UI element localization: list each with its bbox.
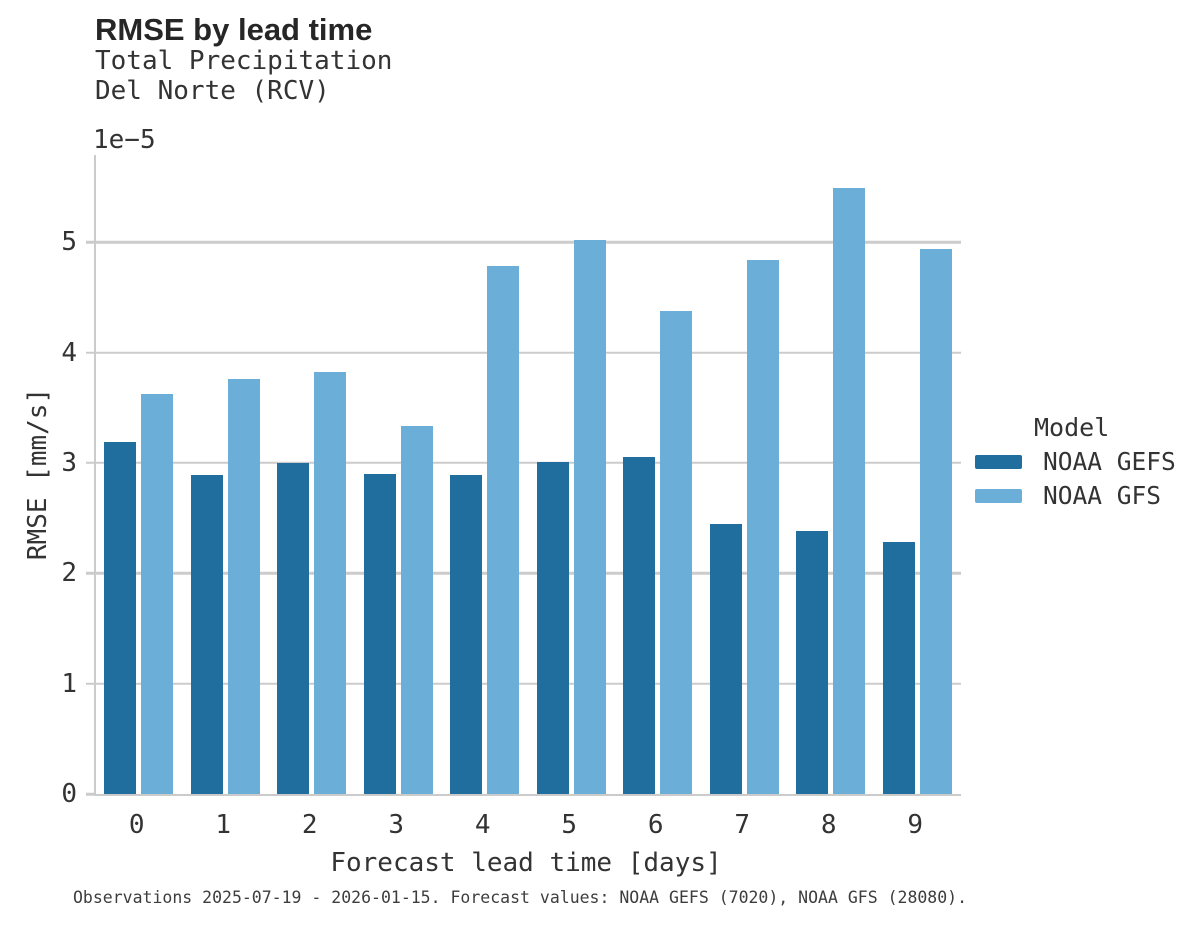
y-tick-mark-0 [85,792,94,796]
y-tick-mark-3 [85,461,94,465]
x-tick-label-1: 1 [215,810,232,840]
legend-swatch-noaa-gfs [975,488,1022,503]
x-tick-label-7: 7 [734,810,751,840]
chart-subtitle-region: Del Norte (RCV) [95,76,330,106]
bar-noaa-gfs-lead-8 [833,188,866,794]
bar-noaa-gfs-lead-5 [573,240,606,794]
y-axis-offset-text: 1e−5 [93,125,156,155]
legend-swatch-noaa-gefs [975,455,1022,469]
bar-noaa-gfs-lead-0 [141,394,174,794]
chart-title: RMSE by lead time [95,12,373,47]
bar-noaa-gfs-lead-3 [400,426,433,794]
x-axis-label: Forecast lead time [days] [330,848,722,878]
bar-noaa-gefs-lead-1 [190,475,223,794]
plot-area [85,155,961,796]
y-tick-mark-4 [85,351,94,354]
y-tick-mark-5 [85,240,94,244]
y-tick-label-5: 5 [61,227,77,258]
y-axis-label: RMSE [mm/s] [23,387,53,561]
bar-noaa-gefs-lead-2 [277,463,310,794]
bar-noaa-gfs-lead-1 [227,379,260,794]
x-tick-label-2: 2 [301,810,318,840]
chart-subtitle-variable: Total Precipitation [95,46,393,76]
bar-noaa-gefs-lead-3 [363,474,396,794]
bar-noaa-gefs-lead-5 [536,462,569,794]
y-tick-mark-1 [85,682,94,685]
y-tick-label-4: 4 [61,337,77,368]
bar-noaa-gefs-lead-7 [709,524,742,794]
bar-noaa-gfs-lead-7 [746,260,779,794]
x-tick-label-5: 5 [561,810,578,840]
y-tick-label-0: 0 [61,779,77,809]
gridline-y-5 [95,240,961,244]
gridline-y-1 [95,682,961,685]
bar-noaa-gefs-lead-4 [450,475,483,794]
gridline-y-4 [95,351,961,354]
x-tick-label-0: 0 [128,810,145,840]
bar-noaa-gfs-lead-4 [487,266,520,794]
x-tick-label-9: 9 [907,810,924,840]
bar-noaa-gefs-lead-8 [796,531,829,794]
x-tick-label-6: 6 [647,810,664,840]
gridline-y-2 [95,572,961,575]
gridline-y-3 [95,461,961,465]
bar-noaa-gefs-lead-9 [882,542,915,794]
y-tick-mark-2 [85,572,94,575]
bar-noaa-gfs-lead-6 [660,311,693,794]
y-tick-label-2: 2 [61,558,77,589]
y-tick-label-1: 1 [61,668,77,699]
bar-noaa-gfs-lead-2 [314,372,347,794]
chart-caption: Observations 2025-07-19 - 2026-01-15. Fo… [73,888,968,907]
x-tick-label-8: 8 [820,810,837,840]
y-tick-label-3: 3 [61,447,77,478]
legend-label-noaa-gfs: NOAA GFS [1043,480,1162,510]
bar-noaa-gfs-lead-9 [919,249,952,794]
x-tick-label-3: 3 [388,810,405,840]
legend-title: Model [1034,413,1110,442]
x-tick-label-4: 4 [474,810,491,840]
legend-label-noaa-gefs: NOAA GEFS [1043,447,1176,476]
bar-noaa-gefs-lead-0 [104,442,137,794]
bar-noaa-gefs-lead-6 [623,457,656,794]
